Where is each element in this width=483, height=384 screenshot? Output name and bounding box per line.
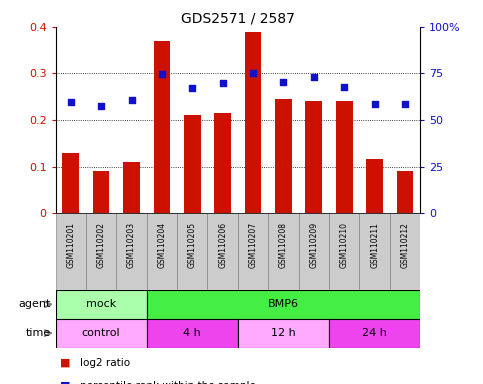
Bar bbox=[177, 213, 208, 290]
Text: GSM110209: GSM110209 bbox=[309, 222, 318, 268]
Text: GSM110202: GSM110202 bbox=[97, 222, 106, 268]
Bar bbox=[275, 99, 292, 213]
Text: GSM110204: GSM110204 bbox=[157, 222, 167, 268]
Bar bbox=[56, 290, 147, 319]
Bar bbox=[208, 213, 238, 290]
Text: GSM110206: GSM110206 bbox=[218, 222, 227, 268]
Text: 4 h: 4 h bbox=[184, 328, 201, 338]
Bar bbox=[184, 115, 200, 213]
Text: percentile rank within the sample: percentile rank within the sample bbox=[80, 381, 256, 384]
Bar bbox=[56, 319, 147, 348]
Text: GSM110210: GSM110210 bbox=[340, 222, 349, 268]
Point bbox=[219, 80, 227, 86]
Point bbox=[249, 70, 257, 76]
Point bbox=[371, 101, 379, 107]
Text: ■: ■ bbox=[60, 381, 71, 384]
Bar bbox=[305, 101, 322, 213]
Bar bbox=[154, 41, 170, 213]
Point bbox=[97, 103, 105, 109]
Bar bbox=[366, 159, 383, 213]
Text: GSM110211: GSM110211 bbox=[370, 222, 379, 268]
Bar bbox=[116, 213, 147, 290]
Text: ■: ■ bbox=[60, 358, 71, 368]
Bar bbox=[214, 113, 231, 213]
Bar bbox=[93, 171, 110, 213]
Point bbox=[310, 74, 318, 80]
Bar bbox=[329, 319, 420, 348]
Point bbox=[67, 99, 74, 105]
Text: GSM110201: GSM110201 bbox=[66, 222, 75, 268]
Text: 24 h: 24 h bbox=[362, 328, 387, 338]
Bar bbox=[147, 213, 177, 290]
Bar bbox=[238, 213, 268, 290]
Bar bbox=[245, 31, 261, 213]
Point bbox=[188, 85, 196, 91]
Point bbox=[158, 71, 166, 78]
Text: GSM110205: GSM110205 bbox=[188, 222, 197, 268]
Text: GSM110208: GSM110208 bbox=[279, 222, 288, 268]
Bar bbox=[298, 213, 329, 290]
Bar bbox=[238, 319, 329, 348]
Bar bbox=[359, 213, 390, 290]
Text: log2 ratio: log2 ratio bbox=[80, 358, 130, 368]
Bar bbox=[147, 319, 238, 348]
Text: mock: mock bbox=[86, 299, 116, 310]
Point bbox=[401, 101, 409, 107]
Bar bbox=[390, 213, 420, 290]
Title: GDS2571 / 2587: GDS2571 / 2587 bbox=[181, 12, 295, 26]
Text: 12 h: 12 h bbox=[271, 328, 296, 338]
Bar bbox=[123, 162, 140, 213]
Text: GSM110207: GSM110207 bbox=[249, 222, 257, 268]
Bar bbox=[56, 213, 86, 290]
Text: GSM110203: GSM110203 bbox=[127, 222, 136, 268]
Point bbox=[341, 84, 348, 91]
Text: time: time bbox=[26, 328, 51, 338]
Text: control: control bbox=[82, 328, 120, 338]
Bar bbox=[62, 152, 79, 213]
Bar bbox=[268, 213, 298, 290]
Bar bbox=[397, 171, 413, 213]
Bar bbox=[329, 213, 359, 290]
Bar bbox=[147, 290, 420, 319]
Bar bbox=[336, 101, 353, 213]
Text: GSM110212: GSM110212 bbox=[400, 222, 410, 268]
Text: BMP6: BMP6 bbox=[268, 299, 299, 310]
Point bbox=[128, 96, 135, 103]
Bar bbox=[86, 213, 116, 290]
Point bbox=[280, 79, 287, 85]
Text: agent: agent bbox=[18, 299, 51, 310]
